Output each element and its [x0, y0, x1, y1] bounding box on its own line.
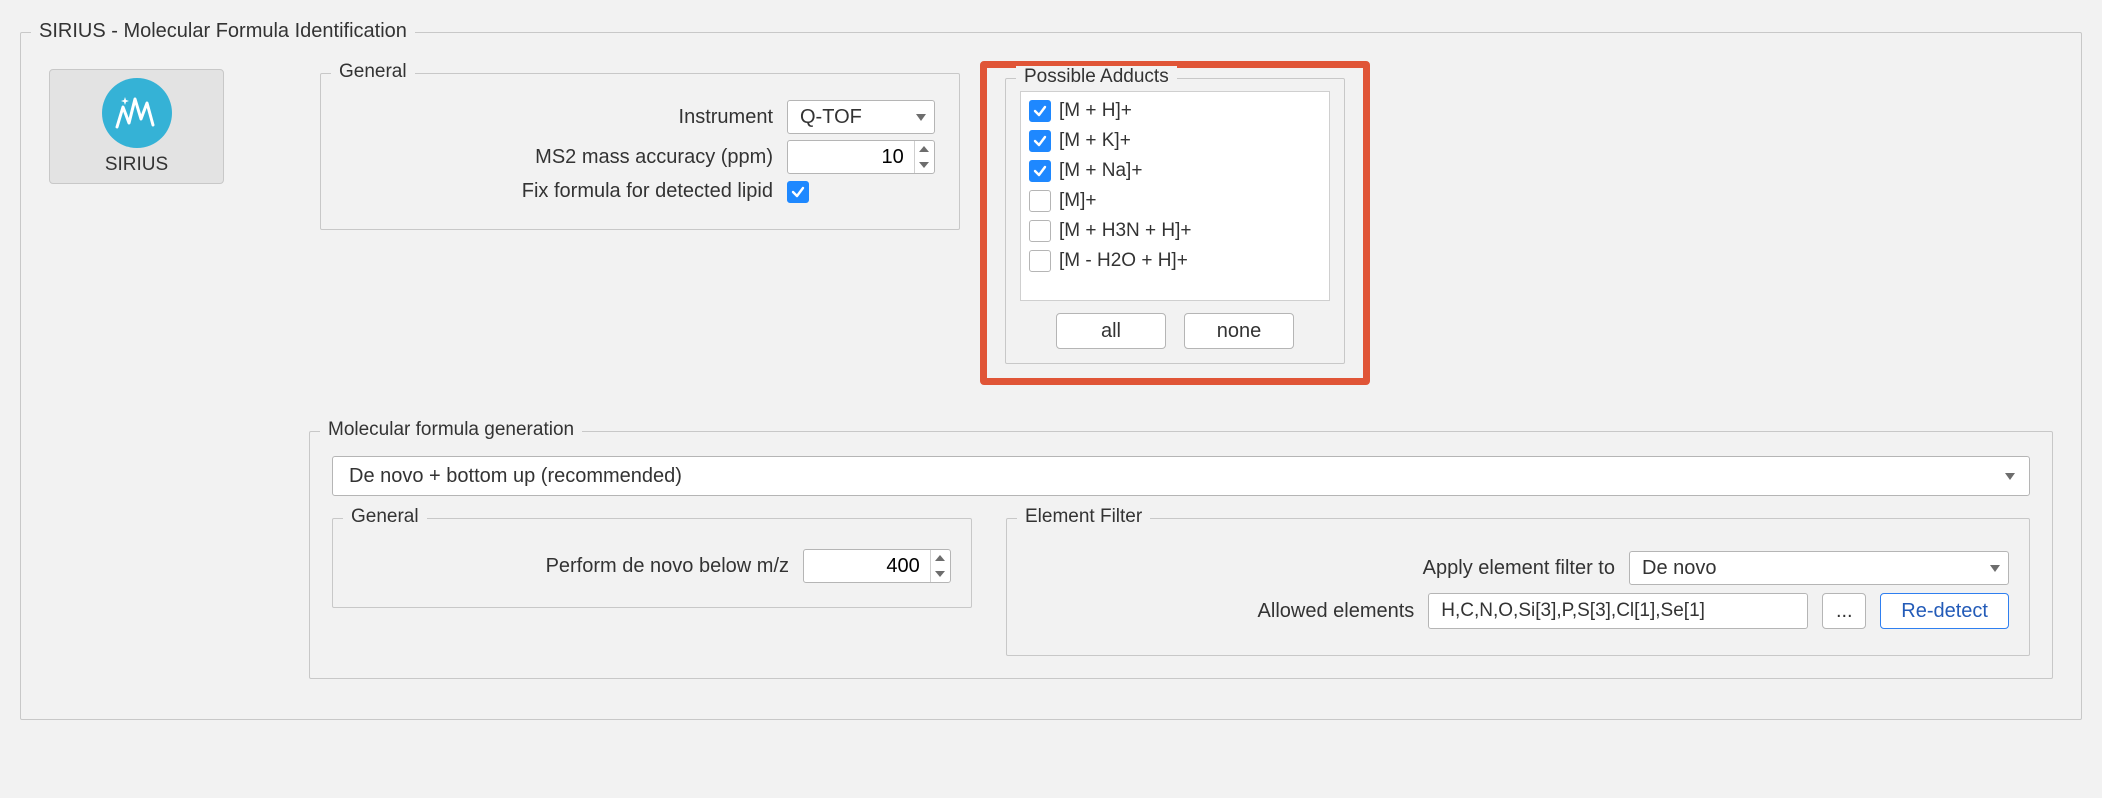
instrument-dropdown[interactable]: Q-TOF: [787, 100, 935, 134]
adduct-label: [M + H3N + H]+: [1059, 220, 1192, 242]
general-group: General Instrument Q-TOF MS2 mass accura…: [320, 73, 960, 230]
denovo-threshold-input[interactable]: [804, 550, 930, 582]
adduct-label: [M + K]+: [1059, 130, 1131, 152]
adduct-item[interactable]: [M - H2O + H]+: [1029, 246, 1321, 276]
caret-down-icon: [935, 571, 945, 577]
sirius-panel-title: SIRIUS - Molecular Formula Identificatio…: [31, 20, 415, 43]
ms2-accuracy-input[interactable]: [788, 141, 914, 173]
adduct-checkbox[interactable]: [1029, 250, 1051, 272]
element-filter-group: Element Filter Apply element filter to D…: [1006, 518, 2030, 656]
sirius-tool-block[interactable]: SIRIUS: [49, 69, 224, 184]
element-filter-legend: Element Filter: [1017, 506, 1150, 528]
adduct-checkbox[interactable]: [1029, 190, 1051, 212]
sirius-tool-label: SIRIUS: [105, 154, 168, 176]
allowed-elements-input[interactable]: H,C,N,O,Si[3],P,S[3],Cl[1],Se[1]: [1428, 593, 1808, 629]
caret-down-icon: [919, 162, 929, 168]
redetect-button[interactable]: Re-detect: [1880, 593, 2009, 629]
adducts-listbox[interactable]: [M + H]+ [M + K]+ [M + Na]+ [M]+ [M + H3N + …: [1020, 91, 1330, 301]
fix-lipid-label: Fix formula for detected lipid: [522, 180, 773, 203]
adduct-checkbox[interactable]: [1029, 220, 1051, 242]
adduct-checkbox[interactable]: [1029, 160, 1051, 182]
denovo-threshold-spinner[interactable]: [803, 549, 951, 583]
adduct-item[interactable]: [M + Na]+: [1029, 156, 1321, 186]
ms2-accuracy-spinner[interactable]: [787, 140, 935, 174]
caret-up-icon: [935, 555, 945, 561]
spinner-up-button[interactable]: [931, 550, 950, 566]
instrument-label: Instrument: [679, 106, 773, 129]
adducts-none-button[interactable]: none: [1184, 313, 1294, 349]
mfg-general-group: General Perform de novo below m/z: [332, 518, 972, 608]
spinner-up-button[interactable]: [915, 141, 934, 157]
adduct-item[interactable]: [M + H3N + H]+: [1029, 216, 1321, 246]
allowed-elements-value: H,C,N,O,Si[3],P,S[3],Cl[1],Se[1]: [1441, 600, 1705, 622]
denovo-threshold-label: Perform de novo below m/z: [546, 555, 789, 578]
ms2-accuracy-label: MS2 mass accuracy (ppm): [535, 146, 773, 169]
adduct-label: [M - H2O + H]+: [1059, 250, 1188, 272]
fix-lipid-checkbox[interactable]: [787, 181, 809, 203]
mfg-general-legend: General: [343, 506, 427, 528]
adduct-label: [M + H]+: [1059, 100, 1132, 122]
spinner-down-button[interactable]: [931, 566, 950, 582]
general-legend: General: [331, 61, 415, 83]
allowed-elements-label: Allowed elements: [1258, 600, 1415, 623]
adducts-all-button[interactable]: all: [1056, 313, 1166, 349]
adduct-label: [M + Na]+: [1059, 160, 1142, 182]
chevron-down-icon: [2005, 473, 2015, 480]
adducts-legend: Possible Adducts: [1016, 66, 1177, 88]
mfg-group: Molecular formula generation De novo + b…: [309, 431, 2053, 679]
mfg-strategy-value: De novo + bottom up (recommended): [349, 465, 682, 488]
apply-filter-dropdown[interactable]: De novo: [1629, 551, 2009, 585]
chevron-down-icon: [1990, 565, 2000, 572]
instrument-value: Q-TOF: [800, 106, 862, 129]
adduct-checkbox[interactable]: [1029, 130, 1051, 152]
adduct-item[interactable]: [M + H]+: [1029, 96, 1321, 126]
adduct-item[interactable]: [M + K]+: [1029, 126, 1321, 156]
mfg-strategy-dropdown[interactable]: De novo + bottom up (recommended): [332, 456, 2030, 496]
apply-filter-value: De novo: [1642, 557, 1717, 580]
spinner-down-button[interactable]: [915, 157, 934, 173]
mfg-legend: Molecular formula generation: [320, 419, 582, 441]
adducts-group: Possible Adducts [M + H]+[M + K]+[M + Na…: [1005, 78, 1345, 364]
adduct-label: [M]+: [1059, 190, 1096, 212]
chevron-down-icon: [916, 114, 926, 121]
sirius-panel: SIRIUS - Molecular Formula Identificatio…: [20, 32, 2082, 720]
adducts-highlight: Possible Adducts [M + H]+ [M + K]+ [M + Na…: [980, 61, 1370, 385]
allowed-elements-more-button[interactable]: ...: [1822, 593, 1866, 629]
apply-filter-label: Apply element filter to: [1423, 557, 1615, 580]
adduct-item[interactable]: [M]+: [1029, 186, 1321, 216]
caret-up-icon: [919, 146, 929, 152]
sirius-logo-icon: [102, 78, 172, 148]
adduct-checkbox[interactable]: [1029, 100, 1051, 122]
